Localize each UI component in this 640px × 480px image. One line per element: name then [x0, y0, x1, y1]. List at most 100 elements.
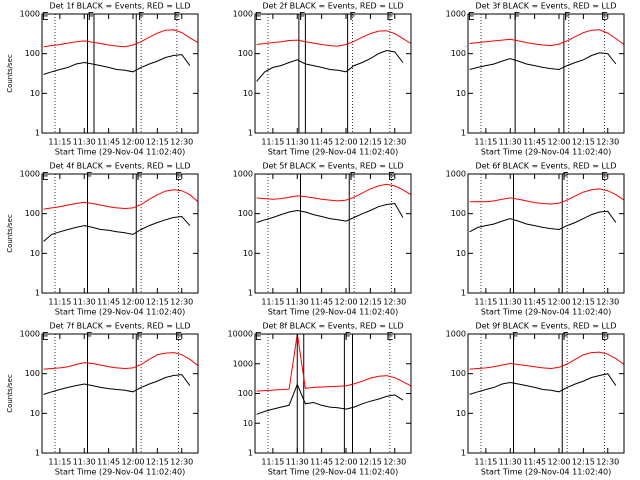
chart-title: Det 9f BLACK = Events, RED = LLD [475, 322, 616, 331]
chart-title: Det 4f BLACK = Events, RED = LLD [49, 162, 190, 171]
marker-label: E [42, 10, 49, 23]
marker-label: F [299, 10, 305, 23]
x-tick-label: 11:45 [97, 138, 120, 147]
x-tick-label: 12:00 [121, 298, 144, 307]
plot-frame [254, 173, 412, 294]
y-tick-label: 1000 [20, 10, 40, 19]
marker-label: F [86, 330, 92, 343]
y-tick-label: 10 [30, 249, 40, 258]
y-tick-label: 100 [238, 49, 253, 58]
data-line [43, 29, 199, 48]
marker-label: E [173, 10, 180, 23]
marker-label: E [601, 330, 608, 343]
x-tick-label: 11:15 [261, 458, 284, 467]
y-tick-label: 100 [25, 209, 40, 218]
data-line [469, 351, 625, 370]
x-tick-label: 11:15 [48, 458, 71, 467]
marker-label: F [344, 330, 350, 343]
y-tick-label: 1 [461, 289, 466, 298]
x-tick-label: 11:15 [474, 298, 497, 307]
x-tick-label: 11:45 [523, 458, 546, 467]
y-tick-label: 100 [238, 209, 253, 218]
x-tick-label: 12:15 [359, 138, 382, 147]
chart-title: Det 3f BLACK = Events, RED = LLD [475, 2, 616, 11]
y-tick-label: 1 [461, 129, 466, 138]
marker-label: E [255, 10, 262, 23]
y-tick-label: 1000 [446, 10, 466, 19]
data-line [256, 183, 412, 202]
y-tick-label: 100 [25, 369, 40, 378]
plot-frame [467, 333, 625, 454]
x-axis-label: Start Time (29-Nov-04 11:02:40) [268, 308, 398, 317]
marker-label: F [86, 170, 92, 183]
data-line [256, 333, 412, 392]
y-axis-label: Counts/sec [6, 54, 14, 93]
x-tick-label: 11:15 [474, 458, 497, 467]
x-tick-label: 12:15 [359, 298, 382, 307]
x-tick-label: 12:00 [547, 458, 570, 467]
plot-frame [467, 173, 625, 294]
plot-frame [254, 13, 412, 134]
y-tick-label: 1 [461, 449, 466, 458]
x-tick-label: 12:15 [146, 138, 169, 147]
data-line [469, 29, 625, 47]
y-tick-label: 1000 [233, 359, 253, 368]
y-tick-label: 10 [30, 409, 40, 418]
marker-label: E [601, 170, 608, 183]
marker-label: F [136, 330, 142, 343]
x-tick-label: 12:30 [170, 138, 193, 147]
y-tick-label: 100 [451, 209, 466, 218]
data-line [43, 374, 191, 395]
marker-label: F [562, 170, 568, 183]
marker-label: E [175, 330, 182, 343]
y-tick-label: 1 [35, 289, 40, 298]
chart-title: Det 1f BLACK = Events, RED = LLD [49, 2, 190, 11]
x-tick-label: 12:30 [170, 458, 193, 467]
y-tick-label: 1 [35, 449, 40, 458]
x-tick-label: 12:15 [146, 458, 169, 467]
plot-frame [41, 333, 199, 454]
x-tick-label: 12:15 [572, 138, 595, 147]
chart-title: Det 6f BLACK = Events, RED = LLD [475, 162, 616, 171]
x-axis-label: Start Time (29-Nov-04 11:02:40) [268, 468, 398, 477]
x-tick-label: 11:45 [97, 298, 120, 307]
marker-label: E [601, 10, 608, 23]
plot-frame [41, 13, 199, 134]
marker-label: E [255, 330, 262, 343]
chart-title: Det 8f BLACK = Events, RED = LLD [262, 322, 403, 331]
marker-label: F [88, 10, 94, 23]
marker-label: E [386, 330, 393, 343]
x-tick-label: 11:15 [261, 138, 284, 147]
x-tick-label: 11:30 [73, 298, 96, 307]
y-tick-label: 100 [451, 369, 466, 378]
chart-title: Det 2f BLACK = Events, RED = LLD [262, 2, 403, 11]
x-tick-label: 11:30 [286, 138, 309, 147]
x-tick-label: 12:30 [596, 138, 619, 147]
x-tick-label: 12:30 [596, 458, 619, 467]
y-tick-label: 1000 [233, 10, 253, 19]
marker-label: F [138, 10, 144, 23]
data-line [469, 52, 617, 71]
x-tick-label: 12:00 [121, 458, 144, 467]
y-tick-label: 1 [248, 129, 253, 138]
data-line [469, 210, 617, 233]
x-axis-label: Start Time (29-Nov-04 11:02:40) [481, 468, 611, 477]
x-tick-label: 11:30 [73, 138, 96, 147]
y-tick-label: 1000 [446, 330, 466, 339]
y-tick-label: 100 [238, 389, 253, 398]
y-tick-label: 10 [243, 249, 253, 258]
marker-label: F [349, 170, 355, 183]
x-tick-label: 12:00 [547, 138, 570, 147]
x-tick-label: 12:00 [334, 298, 357, 307]
x-tick-label: 11:45 [523, 138, 546, 147]
x-tick-label: 11:30 [286, 298, 309, 307]
data-line [469, 373, 617, 395]
x-tick-label: 12:15 [146, 298, 169, 307]
x-tick-label: 11:15 [261, 298, 284, 307]
data-line [256, 30, 412, 47]
marker-label: F [512, 330, 518, 343]
x-tick-label: 11:45 [310, 298, 333, 307]
x-axis-label: Start Time (29-Nov-04 11:02:40) [481, 308, 611, 317]
x-tick-label: 11:15 [48, 298, 71, 307]
